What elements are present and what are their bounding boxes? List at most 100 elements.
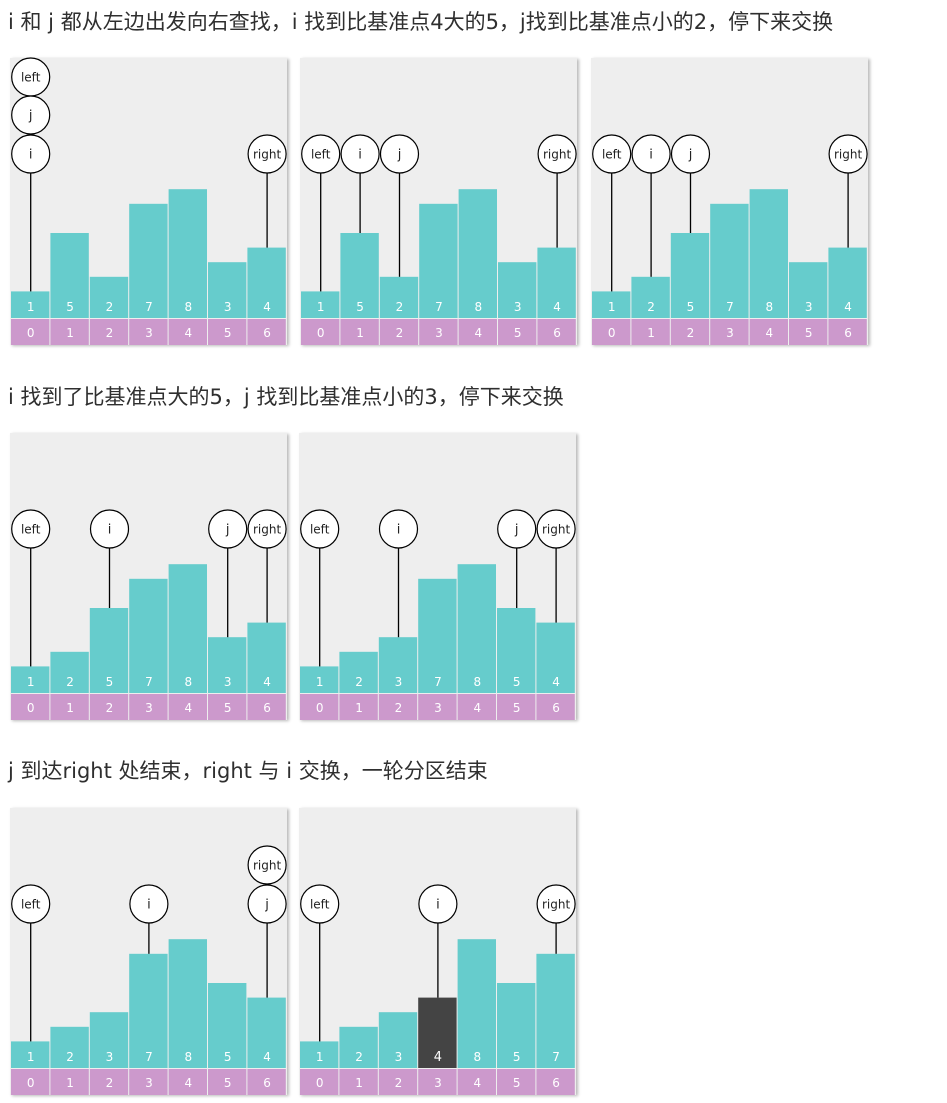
pointer-circle-right	[536, 509, 576, 549]
pointer-label-i: i	[108, 523, 112, 538]
sort-panel-1-1: 1 5 2 7 8 3 4 0 1 2 3 4 5 6 left j i right	[10, 57, 287, 345]
pointer-label-j: j	[264, 898, 269, 913]
index-label: 4	[184, 326, 192, 340]
sort-panel-2-1: 1 2 5 7 8 3 4 0 1 2 3 4 5 6 left i j right	[10, 433, 287, 720]
index-label: 4	[184, 1076, 192, 1090]
index-label: 6	[263, 326, 271, 340]
index-cell	[378, 1069, 418, 1095]
value-bar	[11, 666, 50, 693]
pointer-label-j: j	[514, 523, 519, 538]
bar-value-label: 2	[396, 300, 404, 314]
index-label: 1	[66, 1076, 74, 1090]
value-bar	[536, 953, 575, 1068]
caption-section-2: i 找到了比基准点大的5，j 找到比基准点小的3，停下来交换	[8, 385, 564, 409]
value-bar	[168, 939, 207, 1068]
bar-value-label: 3	[106, 1050, 114, 1064]
index-label: 4	[473, 1076, 481, 1090]
index-label: 2	[106, 1076, 114, 1090]
bar-value-label: 4	[552, 675, 560, 689]
index-cell	[378, 694, 418, 720]
index-label: 0	[27, 1076, 35, 1090]
index-label: 6	[552, 1076, 560, 1090]
bar-value-label: 8	[184, 675, 192, 689]
index-label: 5	[805, 326, 813, 340]
pointer-label-right: right	[543, 148, 571, 162]
index-cell	[168, 694, 207, 720]
bar-value-label: 3	[514, 300, 522, 314]
index-label: 3	[435, 326, 443, 340]
index-label: 0	[608, 326, 616, 340]
pointer-label-i: i	[436, 898, 440, 913]
value-bar	[247, 997, 286, 1068]
value-bar	[50, 233, 89, 318]
index-cell	[497, 1069, 536, 1095]
pointer-circle-right	[828, 134, 868, 174]
bar-value-label: 5	[356, 300, 364, 314]
pointer-circle-i	[631, 134, 671, 174]
pointer-label-i: i	[358, 148, 362, 163]
value-bar	[631, 276, 670, 318]
index-cell	[208, 1069, 247, 1095]
index-cell	[168, 319, 207, 345]
index-label: 1	[66, 701, 74, 715]
pointer-circle-i	[11, 134, 51, 174]
value-bar	[458, 189, 497, 318]
index-cell	[89, 1069, 129, 1095]
bar-value-label: 7	[145, 1050, 153, 1064]
index-label: 4	[474, 326, 482, 340]
index-label: 5	[513, 701, 521, 715]
bar-value-label: 2	[106, 300, 114, 314]
value-bar	[11, 1041, 50, 1068]
pointer-circle-left	[11, 509, 51, 549]
index-label: 6	[263, 701, 271, 715]
index-label: 3	[145, 326, 153, 340]
bar-value-label: 5	[224, 1050, 232, 1064]
index-cell	[749, 319, 788, 345]
index-label: 3	[726, 326, 734, 340]
index-label: 1	[647, 326, 655, 340]
index-cell	[457, 1069, 496, 1095]
pointer-circle-left	[300, 509, 340, 549]
pointer-label-right: right	[253, 148, 281, 162]
bar-value-label: 5	[513, 675, 521, 689]
index-cell	[129, 694, 168, 720]
value-bar	[537, 247, 576, 318]
index-label: 5	[224, 1076, 232, 1090]
bar-value-label: 4	[263, 300, 271, 314]
index-cell	[50, 694, 89, 720]
pointer-label-right: right	[542, 898, 570, 912]
sort-panel-2-2: 1 2 3 7 8 5 4 0 1 2 3 4 5 6 left i j right	[299, 433, 576, 720]
pointer-label-i: i	[649, 148, 653, 163]
pointer-circle-right	[247, 509, 287, 549]
pointer-label-right: right	[253, 523, 281, 537]
pointer-label-left: left	[602, 148, 622, 162]
value-bar	[89, 608, 129, 693]
value-bar	[378, 637, 418, 693]
value-bar	[789, 262, 828, 318]
index-label: 4	[473, 701, 481, 715]
index-cell	[789, 319, 828, 345]
pointer-label-left: left	[21, 898, 41, 912]
array-visualization: 1 2 3 4 8 5 7 0 1 2 3 4 5 6 left i right	[300, 884, 576, 1095]
index-cell	[419, 319, 458, 345]
pointer-label-j: j	[688, 148, 693, 163]
bar-value-label: 1	[27, 1050, 35, 1064]
index-cell	[631, 319, 670, 345]
index-cell	[536, 1069, 575, 1095]
pointer-label-j: j	[28, 109, 33, 124]
index-label: 1	[66, 326, 74, 340]
index-label: 1	[355, 1076, 363, 1090]
index-cell	[208, 319, 247, 345]
index-cell	[340, 319, 379, 345]
bar-value-label: 7	[726, 300, 734, 314]
pointer-circle-j	[670, 134, 711, 174]
index-cell	[208, 694, 247, 720]
bar-value-label: 4	[263, 1050, 271, 1064]
pointer-circle-j	[379, 134, 420, 174]
bar-value-label: 2	[647, 300, 655, 314]
index-label: 2	[395, 1076, 403, 1090]
bar-value-label: 5	[106, 675, 114, 689]
bar-value-label: 4	[844, 300, 852, 314]
bar-value-label: 2	[355, 675, 363, 689]
bar-value-label: 7	[434, 675, 442, 689]
